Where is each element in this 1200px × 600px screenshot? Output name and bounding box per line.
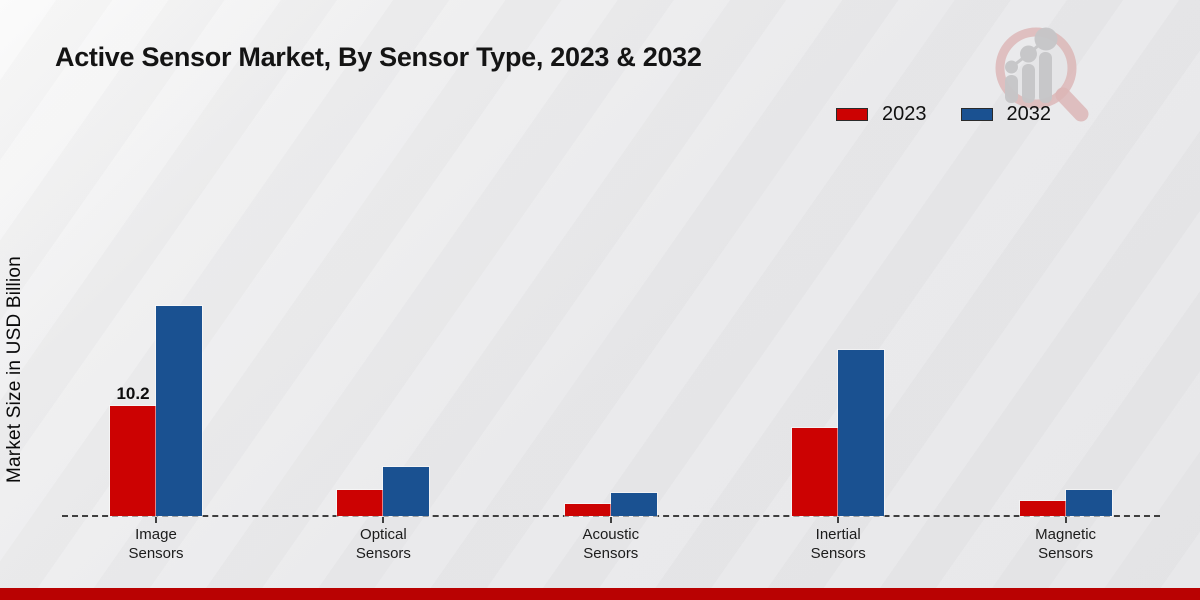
bar-2023-acoustic-sensors	[564, 504, 611, 516]
legend: 2023 2032	[836, 103, 1051, 126]
bar-2023-image-sensors	[110, 406, 156, 516]
x-axis-tick-acoustic-sensors	[609, 517, 612, 523]
legend-item-2032: 2032	[960, 103, 1052, 126]
footer-accent-strip	[0, 588, 1200, 600]
x-axis-tick-magnetic-sensors	[1064, 517, 1067, 523]
x-axis-tick-image-sensors	[155, 517, 157, 523]
bar-2023-optical-sensors	[337, 490, 384, 516]
market-analytics-magnifier-logo	[995, 27, 1089, 122]
zero-baseline	[62, 515, 1160, 517]
bar-2032-inertial-sensors	[838, 349, 885, 516]
category-label-image-sensors: Image Sensors	[128, 526, 184, 562]
bar-2032-optical-sensors	[383, 467, 430, 516]
bar-2023-magnetic-sensors	[1019, 500, 1066, 516]
bar-2032-acoustic-sensors	[610, 493, 657, 516]
category-label-inertial-sensors: Inertial Sensors	[810, 526, 866, 562]
legend-swatch-2032	[960, 108, 993, 121]
category-label-acoustic-sensors: Acoustic Sensors	[582, 526, 640, 562]
legend-label-2032: 2032	[1006, 103, 1052, 125]
x-axis-tick-inertial-sensors	[837, 517, 840, 523]
bar-2032-image-sensors	[156, 305, 202, 516]
bar-2032-magnetic-sensors	[1065, 490, 1112, 516]
legend-label-2023: 2023	[882, 103, 927, 125]
bar-value-label-image-sensors: 10.2	[116, 384, 150, 403]
legend-item-2023: 2023	[836, 103, 927, 126]
chart-title: Active Sensor Market, By Sensor Type, 20…	[55, 42, 702, 72]
category-label-optical-sensors: Optical Sensors	[355, 526, 411, 562]
legend-swatch-2023	[836, 108, 868, 121]
growth-bars-icon	[1005, 27, 1058, 103]
bar-2023-inertial-sensors	[792, 427, 839, 516]
x-axis-tick-optical-sensors	[382, 517, 385, 523]
magnifier-icon	[995, 27, 1089, 122]
category-label-magnetic-sensors: Magnetic Sensors	[1035, 526, 1097, 562]
